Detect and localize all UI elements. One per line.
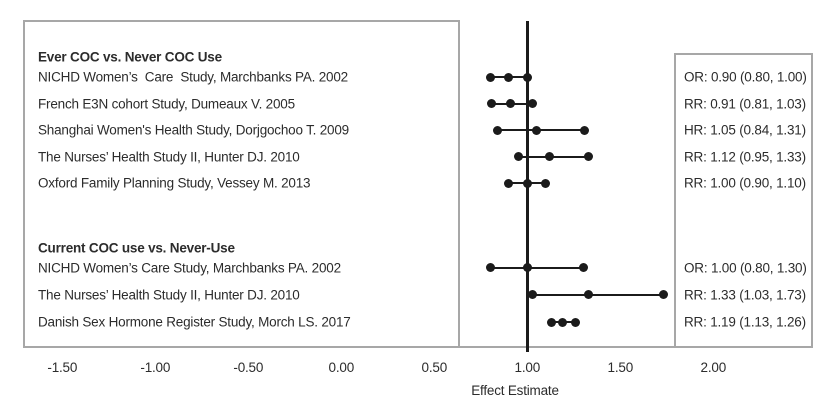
study-label: Danish Sex Hormone Register Study, Morch… (38, 314, 351, 330)
x-axis-tick-label: -1.50 (47, 360, 78, 375)
estimate-dot (545, 152, 555, 161)
study-label: French E3N cohort Study, Dumeaux V. 2005 (38, 95, 295, 111)
study-label: Shanghai Women's Health Study, Dorjgocho… (38, 122, 349, 138)
ci-low-dot (493, 125, 503, 135)
estimate-dot (504, 72, 514, 82)
x-axis-title: Effect Estimate (471, 383, 559, 398)
estimate-dot (584, 290, 594, 300)
estimate-dot (522, 263, 532, 272)
effect-estimate-text: RR: 1.00 (0.90, 1.10) (684, 175, 806, 191)
ci-high-dot (584, 152, 594, 161)
x-axis-tick-label: 1.50 (607, 360, 634, 375)
x-axis-tick-label: 0.00 (328, 360, 355, 375)
confidence-interval-line (532, 293, 664, 296)
ci-high-dot (580, 125, 590, 135)
ci-high-dot (578, 263, 588, 272)
ci-high-dot (522, 72, 532, 82)
estimate-dot (522, 178, 532, 188)
ci-low-dot (546, 317, 556, 327)
estimate-dot (558, 317, 568, 327)
ci-low-dot (528, 290, 538, 300)
confidence-interval-line (490, 266, 584, 269)
ci-high-dot (528, 99, 538, 108)
group-header: Ever COC vs. Never COC Use (38, 49, 222, 65)
ci-high-dot (541, 178, 551, 188)
effect-estimates-box (674, 53, 813, 348)
study-label: NICHD Women’s Care Study, Marchbanks PA.… (38, 259, 341, 275)
x-axis-tick-label: -1.00 (140, 360, 171, 375)
study-labels-box (23, 20, 460, 348)
estimate-dot (532, 125, 542, 135)
ci-high-dot (571, 317, 581, 327)
study-label: Oxford Family Planning Study, Vessey M. … (38, 175, 311, 191)
ci-low-dot (485, 72, 495, 82)
effect-estimate-text: OR: 0.90 (0.80, 1.00) (684, 69, 807, 85)
ci-high-dot (658, 290, 668, 300)
effect-estimate-text: RR: 1.12 (0.95, 1.33) (684, 148, 806, 164)
ci-low-dot (485, 263, 495, 272)
study-label: The Nurses’ Health Study II, Hunter DJ. … (38, 148, 300, 164)
ci-low-dot (504, 178, 514, 188)
x-axis-tick-label: -0.50 (233, 360, 264, 375)
effect-estimate-text: OR: 1.00 (0.80, 1.30) (684, 259, 807, 275)
effect-estimate-text: RR: 1.19 (1.13, 1.26) (684, 314, 806, 330)
effect-estimate-text: RR: 1.33 (1.03, 1.73) (684, 287, 806, 302)
effect-estimate-text: HR: 1.05 (0.84, 1.31) (684, 122, 806, 138)
group-header: Current COC use vs. Never-Use (38, 240, 235, 256)
ci-low-dot (513, 152, 523, 161)
x-axis-tick-label: 2.00 (700, 360, 727, 375)
x-axis-tick-label: 1.00 (514, 360, 541, 375)
estimate-dot (506, 99, 516, 108)
study-label: NICHD Women’s Care Study, Marchbanks PA.… (38, 69, 348, 85)
ci-low-dot (487, 99, 497, 108)
study-label: The Nurses’ Health Study II, Hunter DJ. … (38, 287, 300, 302)
effect-estimate-text: RR: 0.91 (0.81, 1.03) (684, 95, 806, 111)
x-axis-tick-label: 0.50 (421, 360, 448, 375)
confidence-interval-line (497, 129, 585, 131)
